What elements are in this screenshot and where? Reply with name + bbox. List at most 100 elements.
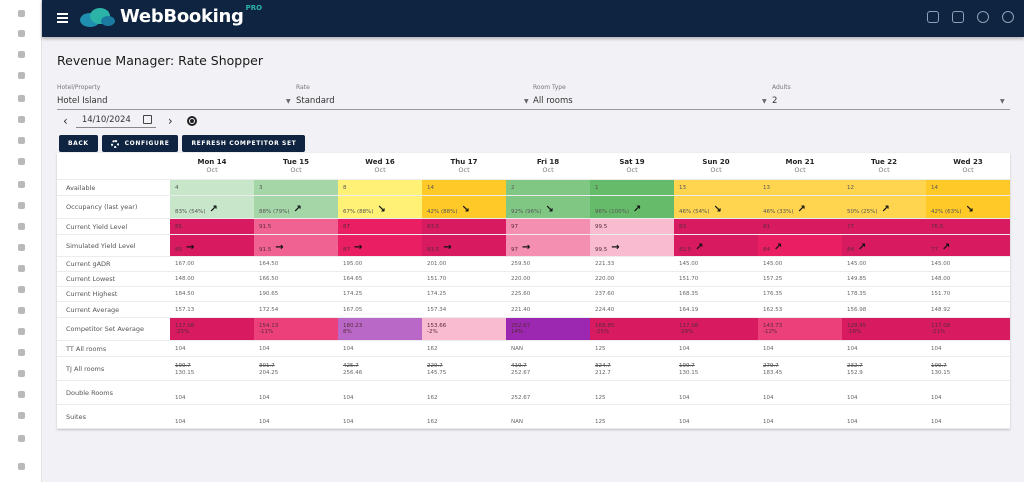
table-cell: 104	[254, 341, 338, 356]
rate-shopper-table: Mon 14 Oct Tue 15 Oct Wed 16 Oct Thu 17 Oct Fri …	[57, 153, 1010, 429]
day-header[interactable]: Wed 16 Oct	[338, 153, 422, 179]
sidebar-nav-icon[interactable]	[18, 328, 25, 335]
sidebar-nav-icon[interactable]	[18, 349, 25, 356]
value-with-trend: 77 ↗	[931, 243, 1005, 254]
cell-value: 174.25	[343, 291, 363, 297]
sidebar-nav-icon[interactable]	[18, 72, 25, 79]
sidebar-nav-icon[interactable]	[18, 116, 25, 123]
table-cell: 199.7 130.15	[674, 357, 758, 380]
row-label: Competitor Set Average	[66, 325, 145, 333]
table-row-lowest: Current Lowest 148.00 166.50 164.65 151.70 22…	[57, 272, 1010, 287]
cell-value: 190.65	[259, 291, 279, 297]
table-cell: 13	[674, 180, 758, 195]
sidebar-nav-icon[interactable]	[18, 370, 25, 377]
sidebar-nav-icon[interactable]	[18, 158, 25, 165]
rate-select[interactable]: Standard	[296, 96, 335, 106]
chevron-down-icon: ▼	[762, 98, 767, 105]
table-cell: 117.08 -25%	[170, 318, 254, 340]
refresh-competitor-set-button[interactable]: REFRESH COMPETITOR SET	[182, 135, 306, 152]
table-cell: 125	[590, 405, 674, 428]
sidebar-nav-icon[interactable]	[18, 10, 25, 17]
day-label: Wed 23	[953, 158, 983, 166]
day-header[interactable]: Sun 20 Oct	[674, 153, 758, 179]
sidebar-nav-icon[interactable]	[18, 137, 25, 144]
sidebar-nav-icon[interactable]	[18, 412, 25, 419]
sidebar-nav-icon[interactable]	[18, 223, 25, 230]
cell-value: 91.5	[259, 247, 272, 253]
cell-value: 104	[175, 395, 186, 401]
calendar-icon[interactable]	[142, 115, 152, 124]
table-cell: 419.7 252.67	[506, 357, 590, 380]
day-header[interactable]: Wed 23 Oct	[926, 153, 1010, 179]
table-cell: 77	[842, 219, 926, 234]
day-header[interactable]: Sat 19 Oct	[590, 153, 674, 179]
room-type-select[interactable]: All rooms	[533, 96, 573, 106]
table-cell: 84 ↗	[842, 235, 926, 256]
menu-icon[interactable]	[57, 13, 68, 23]
table-cell: 221.33	[590, 257, 674, 271]
cell-value: 104	[259, 419, 270, 425]
sidebar-nav-icon[interactable]	[18, 463, 25, 470]
table-cell: 104	[674, 341, 758, 356]
date-input[interactable]: 14/10/2024	[75, 113, 156, 128]
settings-icon[interactable]	[1002, 11, 1014, 23]
next-date-button[interactable]: ›	[167, 113, 173, 128]
day-header[interactable]: Mon 14 Oct	[170, 153, 254, 179]
day-header[interactable]: Tue 22 Oct	[842, 153, 926, 179]
dashboard-add-icon[interactable]	[927, 11, 939, 23]
day-header[interactable]: Thu 17 Oct	[422, 153, 506, 179]
sidebar-nav-icon[interactable]	[18, 435, 25, 442]
old-price: 425.7	[343, 362, 359, 369]
sidebar-nav-icon[interactable]	[18, 51, 25, 58]
cell-value: 252.67	[511, 323, 531, 329]
table-header-row: Mon 14 Oct Tue 15 Oct Wed 16 Oct Thu 17 Oct Fri …	[57, 153, 1010, 180]
date-navigator: ‹ 14/10/2024 ›	[63, 113, 197, 128]
sidebar-nav-icon[interactable]	[18, 265, 25, 272]
logo[interactable]: WebBooking PRO	[78, 4, 262, 28]
cell-value: 168.85	[595, 323, 615, 329]
cell-value: 125	[595, 395, 606, 401]
cell-value: 83% (54%)	[175, 209, 206, 215]
sidebar-nav-icon[interactable]	[18, 30, 25, 37]
day-header[interactable]: Fri 18 Oct	[506, 153, 590, 179]
table-row-gadr: Current gADR 167.00 164.50 195.00 201.00 259.…	[57, 257, 1010, 272]
sidebar-nav-icon[interactable]	[18, 95, 25, 102]
day-header[interactable]: Tue 15 Oct	[254, 153, 338, 179]
sidebar-nav-icon[interactable]	[18, 181, 25, 188]
prev-date-button[interactable]: ‹	[63, 113, 68, 128]
table-cell: 164.50	[254, 257, 338, 271]
value-with-trend: 67% (88%) ↘	[343, 205, 417, 216]
table-cell: 162	[422, 381, 506, 404]
table-cell: 12	[842, 180, 926, 195]
sidebar-nav-icon[interactable]	[18, 307, 25, 314]
table-cell: 168.85 -25%	[590, 318, 674, 340]
table-cell: 425.7 256.46	[338, 357, 422, 380]
cell-value: 14	[931, 184, 938, 191]
sidebar-nav-icon[interactable]	[18, 286, 25, 293]
cell-value: 237.60	[595, 291, 615, 297]
notification-icon[interactable]	[952, 11, 964, 23]
sidebar-nav-icon[interactable]	[18, 391, 25, 398]
hotel-select[interactable]: Hotel Island	[57, 96, 108, 106]
table-cell: 176.35	[758, 287, 842, 301]
table-cell: 97	[506, 219, 590, 234]
locate-today-icon[interactable]	[186, 115, 197, 126]
sidebar-nav-icon[interactable]	[18, 244, 25, 251]
back-button[interactable]: BACK	[59, 135, 98, 152]
day-header[interactable]: Mon 21 Oct	[758, 153, 842, 179]
table-cell: 143.73 -12%	[758, 318, 842, 340]
sidebar-nav-icon[interactable]	[18, 202, 25, 209]
cell-value: 259.50	[511, 261, 531, 267]
cell-value: 99.5	[595, 223, 608, 230]
table-cell: 85	[170, 219, 254, 234]
chevron-down-icon[interactable]: ▼	[1000, 98, 1005, 105]
month-label: Oct	[710, 166, 722, 174]
filter-bar: Hotel/Property Hotel Island Rate ▼ Stand…	[57, 84, 1010, 110]
cell-value: 67% (88%)	[343, 209, 374, 215]
adults-select[interactable]: 2	[772, 96, 778, 106]
help-icon[interactable]	[977, 11, 989, 23]
cell-value: 104	[931, 419, 942, 425]
cell-value: 99.5	[595, 247, 608, 253]
cell-value: 130.15	[175, 369, 195, 376]
configure-button[interactable]: CONFIGURE	[101, 135, 179, 152]
